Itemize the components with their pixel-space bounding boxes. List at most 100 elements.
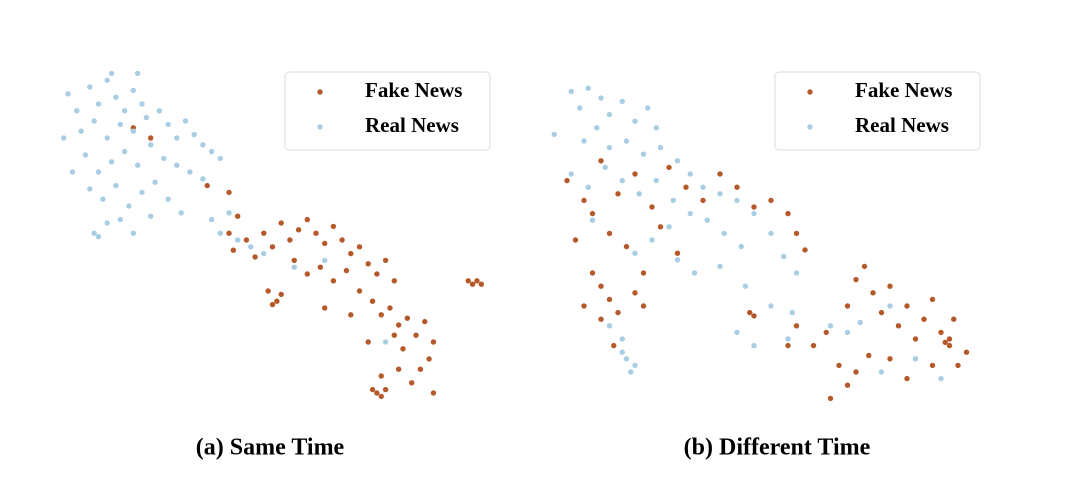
point <box>666 224 672 230</box>
point <box>391 278 397 284</box>
point <box>65 91 71 97</box>
legend-label: Fake News <box>365 78 462 102</box>
point <box>108 70 115 77</box>
point <box>904 375 910 382</box>
point <box>963 349 970 355</box>
point <box>687 210 693 217</box>
point <box>322 240 328 247</box>
point <box>217 230 223 236</box>
point <box>717 191 723 197</box>
point <box>148 135 154 141</box>
point <box>951 316 957 322</box>
point <box>117 216 123 223</box>
point <box>226 189 232 196</box>
point <box>252 254 258 260</box>
point <box>585 85 591 91</box>
point <box>69 169 76 175</box>
point <box>348 250 354 257</box>
point <box>636 191 642 197</box>
point <box>751 313 757 319</box>
point <box>400 346 406 352</box>
point <box>946 342 953 349</box>
point <box>74 108 80 114</box>
point <box>632 290 638 296</box>
point <box>348 312 354 318</box>
point <box>598 158 604 164</box>
point <box>113 94 119 100</box>
point <box>844 329 851 336</box>
point <box>589 217 596 223</box>
point <box>793 270 800 276</box>
point <box>619 349 625 355</box>
point <box>78 128 84 134</box>
point <box>670 197 676 204</box>
point <box>734 184 740 190</box>
point <box>378 393 384 400</box>
point <box>657 144 664 151</box>
point <box>866 352 872 359</box>
point <box>632 118 638 124</box>
point <box>827 323 834 329</box>
legend-label: Real News <box>365 113 459 137</box>
point <box>322 257 328 264</box>
point <box>382 386 389 393</box>
point <box>823 329 829 336</box>
point <box>104 220 110 226</box>
point <box>226 230 232 236</box>
point <box>422 318 428 325</box>
point <box>87 84 93 90</box>
point <box>100 196 106 202</box>
point <box>417 366 424 372</box>
point <box>126 203 132 209</box>
point <box>430 339 437 345</box>
point <box>955 362 961 369</box>
legend-label: Real News <box>855 113 949 137</box>
point <box>356 244 363 250</box>
point <box>623 138 630 144</box>
point <box>382 339 389 345</box>
point <box>640 151 647 157</box>
point <box>143 114 150 121</box>
point <box>785 210 791 217</box>
point <box>577 105 583 111</box>
point <box>861 263 868 270</box>
point <box>589 270 596 276</box>
point <box>751 204 757 210</box>
point <box>721 230 727 237</box>
point <box>130 128 136 134</box>
point <box>156 108 163 114</box>
point <box>304 216 310 223</box>
point <box>95 101 102 107</box>
point <box>751 342 757 349</box>
point <box>261 230 267 236</box>
point <box>878 309 885 316</box>
point <box>632 171 638 177</box>
point <box>235 213 241 219</box>
point <box>217 155 223 162</box>
point <box>615 191 621 197</box>
point <box>785 336 791 342</box>
point <box>356 288 363 294</box>
point <box>747 309 753 316</box>
point <box>623 243 630 250</box>
point <box>700 197 706 204</box>
point <box>191 131 197 138</box>
point <box>374 271 380 277</box>
point <box>691 270 698 276</box>
point <box>91 118 97 124</box>
point <box>430 390 437 396</box>
point <box>200 142 206 148</box>
point <box>912 356 919 362</box>
point <box>904 303 910 309</box>
point <box>802 247 808 253</box>
point <box>687 171 693 177</box>
point <box>921 316 927 322</box>
point <box>734 197 740 204</box>
point <box>768 230 774 237</box>
point <box>269 244 276 250</box>
point <box>912 336 919 342</box>
point <box>768 197 774 204</box>
point <box>649 204 655 210</box>
point <box>551 131 557 138</box>
point <box>844 382 851 388</box>
